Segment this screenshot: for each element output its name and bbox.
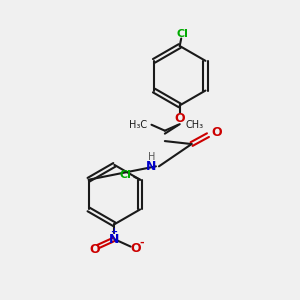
Text: O: O <box>211 126 222 139</box>
Text: Cl: Cl <box>119 170 131 180</box>
Text: CH₃: CH₃ <box>186 120 204 130</box>
Text: +: + <box>110 227 117 236</box>
Text: -: - <box>140 237 144 248</box>
Text: H₃C: H₃C <box>129 120 147 130</box>
Text: N: N <box>146 160 157 173</box>
Text: O: O <box>131 242 141 256</box>
Text: O: O <box>90 243 100 256</box>
Text: Cl: Cl <box>176 28 188 38</box>
Text: O: O <box>174 112 185 125</box>
Text: H: H <box>148 152 155 162</box>
Text: N: N <box>109 233 119 246</box>
